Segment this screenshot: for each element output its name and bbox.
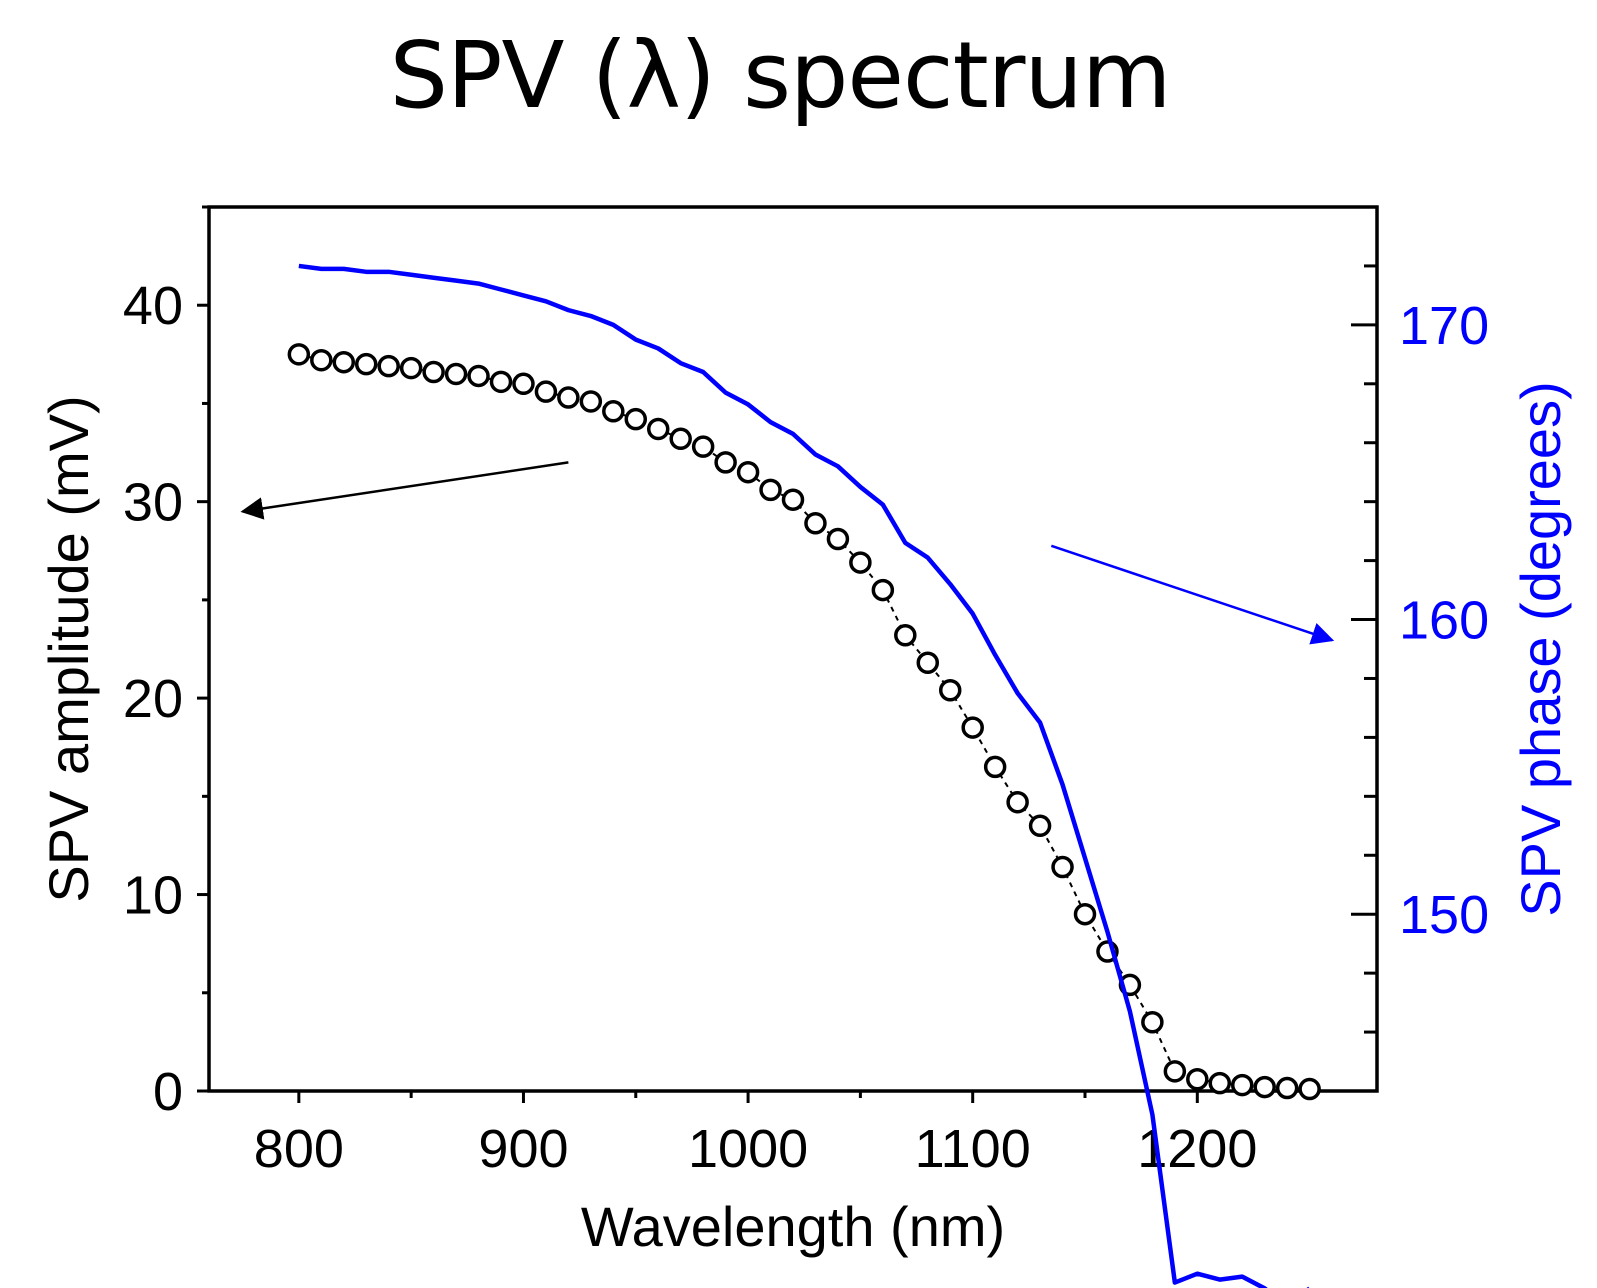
amplitude-point — [938, 679, 962, 702]
amplitude-connector-line — [298, 353, 1310, 1091]
amplitude-point — [310, 348, 333, 372]
amplitude-point — [332, 350, 356, 374]
amplitude-point — [1163, 1060, 1187, 1083]
amplitude-point — [714, 451, 737, 474]
amplitude-point — [377, 354, 400, 378]
x-axis-title: Wavelength (nm) — [581, 1195, 1005, 1258]
x-tick-label: 800 — [254, 1119, 344, 1179]
amplitude-point — [849, 551, 872, 574]
amplitude-point — [444, 362, 468, 386]
amplitude-point — [512, 372, 535, 396]
amplitude-point — [961, 716, 984, 739]
y2-tick-label: 150 — [1399, 885, 1489, 945]
amplitude-point — [422, 360, 445, 384]
plot-frame — [207, 205, 1379, 1093]
amplitude-point — [579, 390, 603, 413]
amplitude-point — [1051, 855, 1074, 879]
amplitude-point — [781, 488, 805, 511]
y2-tick-label: 170 — [1399, 296, 1489, 356]
amplitude-point — [1073, 902, 1097, 926]
x-tick-label: 1000 — [688, 1119, 808, 1179]
amplitude-point — [826, 527, 850, 551]
y-tick-label: 30 — [123, 473, 183, 533]
phase-axis-arrow — [1050, 544, 1335, 645]
amplitude-point — [354, 352, 378, 376]
amplitude-point — [287, 343, 311, 366]
amplitude-point — [894, 623, 917, 647]
amplitude-point — [624, 407, 648, 431]
amplitude-point — [691, 435, 715, 458]
phase-line — [298, 263, 1310, 1288]
amplitude-point — [1028, 814, 1052, 838]
amplitude-point — [399, 356, 423, 380]
amplitude-point — [669, 427, 692, 451]
amplitude-point — [983, 755, 1007, 779]
y-tick-label: 20 — [123, 669, 183, 729]
amplitude-point — [1230, 1073, 1254, 1097]
y-tick-label: 40 — [123, 276, 183, 336]
amplitude-point — [557, 386, 580, 409]
chart-title: SPV (λ) spectrum — [389, 22, 1172, 129]
amplitude-point — [1006, 790, 1029, 814]
y-axis-title: SPV amplitude (mV) — [37, 395, 100, 902]
amplitude-point — [646, 417, 670, 441]
amplitude-point — [1298, 1077, 1321, 1101]
amplitude-point — [804, 512, 827, 535]
y-tick-label: 10 — [123, 866, 183, 926]
y2-tick-label: 160 — [1399, 591, 1489, 651]
x-tick-label: 900 — [478, 1119, 568, 1179]
amplitude-point — [871, 578, 895, 602]
amplitude-point — [916, 651, 940, 675]
amplitude-point — [1253, 1075, 1276, 1099]
y2-axis-title: SPV phase (degrees) — [1509, 381, 1572, 916]
amplitude-point — [1141, 1010, 1164, 1034]
amplitude-point — [1186, 1067, 1209, 1091]
amplitude-point — [534, 380, 558, 403]
x-tick-label: 1100 — [915, 1119, 1031, 1179]
amplitude-point — [1208, 1071, 1232, 1095]
amplitude-point — [489, 370, 513, 394]
amplitude-point — [759, 478, 782, 502]
amplitude-point — [467, 364, 490, 388]
amplitude-axis-arrow — [240, 461, 569, 520]
amplitude-point — [736, 460, 760, 484]
amplitude-point — [1275, 1076, 1299, 1100]
y-tick-label: 0 — [153, 1062, 183, 1122]
amplitude-point — [602, 400, 625, 423]
